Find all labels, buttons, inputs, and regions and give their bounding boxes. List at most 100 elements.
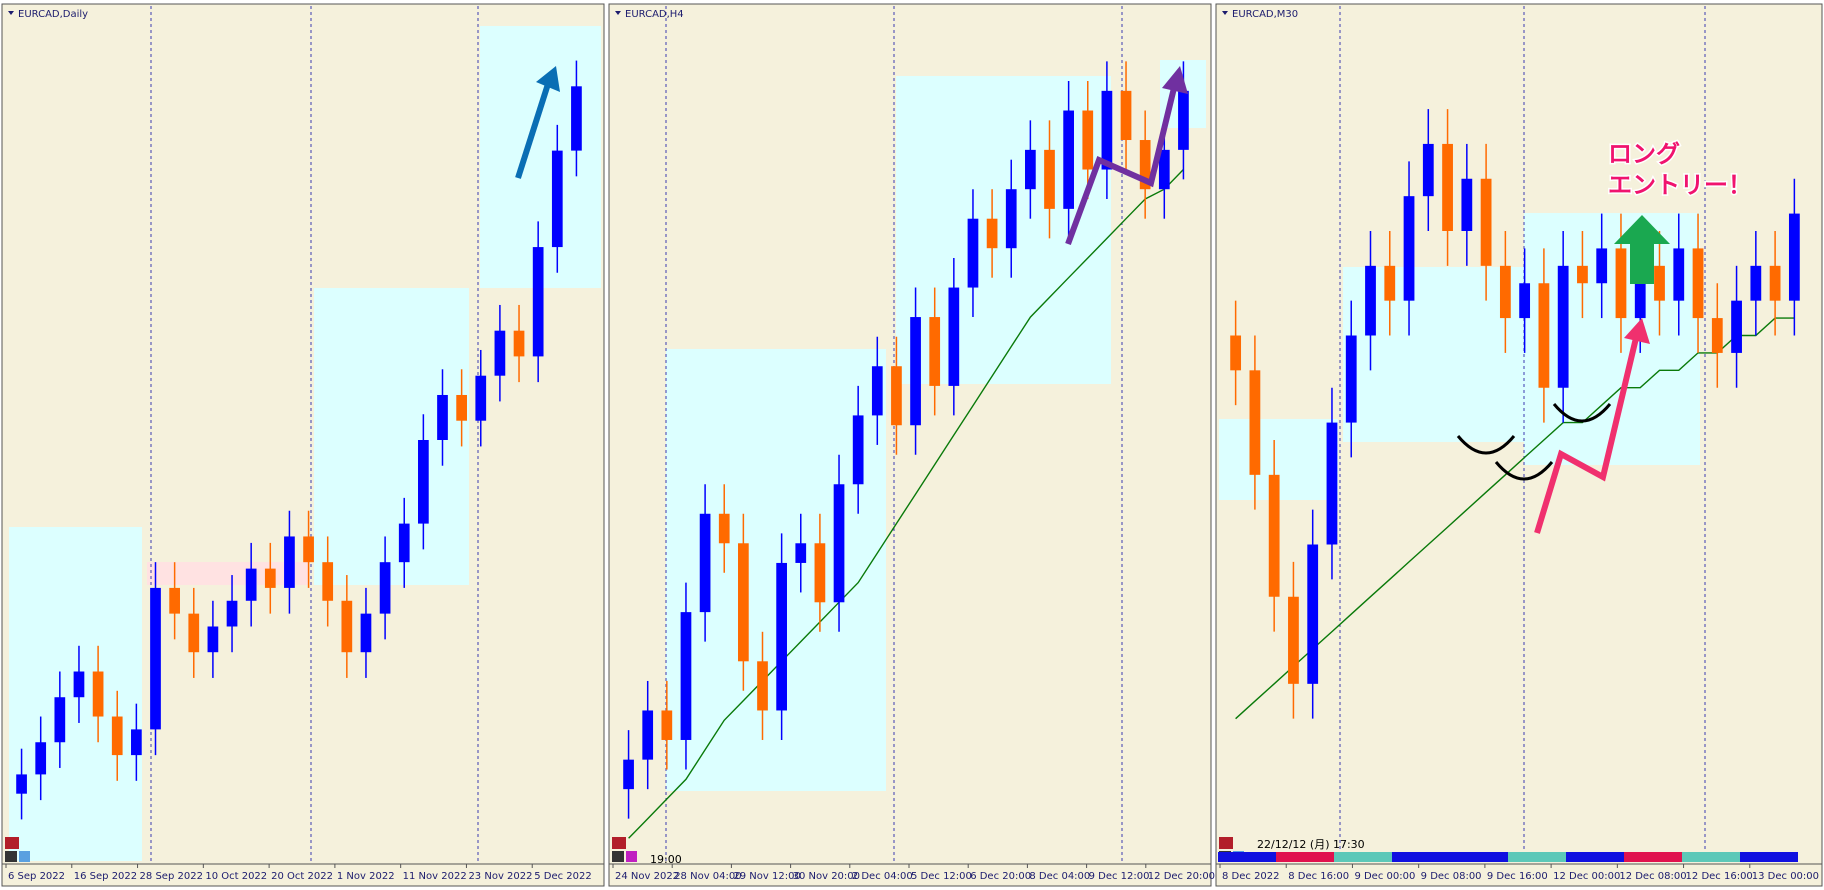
chart-title: EURCAD,M30: [1232, 9, 1298, 20]
candle-body: [1731, 300, 1742, 353]
candle-body: [776, 562, 787, 711]
candle-body: [1178, 90, 1189, 150]
candle-body: [1769, 265, 1781, 301]
candle-body: [1634, 265, 1646, 319]
x-tick-label: 8 Dec 16:00: [1288, 871, 1349, 882]
candle-body: [437, 394, 448, 440]
candle-body: [1120, 90, 1132, 141]
trend-arrow: [1065, 87, 1177, 246]
moving-average: [1235, 317, 1795, 720]
x-tick-label: 9 Dec 00:00: [1354, 871, 1415, 882]
candle-body: [73, 671, 85, 698]
chart-title: EURCAD,Daily: [18, 9, 88, 20]
x-tick-label: 10 Oct 2022: [205, 871, 267, 882]
x-tick-label: 12 Dec 00:00: [1553, 871, 1620, 882]
candle-body: [738, 543, 749, 662]
zone-box: [896, 76, 1111, 384]
candle-body: [398, 523, 410, 563]
zone-box: [147, 562, 308, 585]
candle-body: [910, 317, 921, 426]
candle-body: [929, 317, 941, 386]
callout-text: ロング: [1608, 140, 1680, 168]
candle-body: [1082, 110, 1094, 170]
candle-body: [1654, 265, 1665, 301]
candle-body: [92, 671, 104, 717]
candle-body: [1480, 178, 1492, 266]
chart-title: EURCAD,H4: [625, 9, 684, 20]
timestamp-label: 22/12/12 (月) 17:30: [1257, 838, 1365, 851]
x-tick-label: 9 Dec 16:00: [1487, 871, 1548, 882]
x-tick-label: 12 Dec 20:00: [1148, 871, 1215, 882]
candle-body: [571, 86, 582, 151]
chart-icon: [612, 851, 624, 862]
x-tick-label: 8 Dec 2022: [1222, 871, 1280, 882]
session-bar: [1334, 852, 1392, 862]
trend-arrow-head: [1162, 66, 1188, 94]
candle-body: [1403, 196, 1415, 301]
candle-body: [967, 218, 979, 288]
candle-body: [814, 543, 826, 603]
candle-body: [513, 330, 525, 357]
candle-body: [1499, 265, 1511, 319]
x-tick-label: 6 Sep 2022: [8, 871, 65, 882]
candle-body: [1692, 248, 1704, 319]
candle-body: [1615, 248, 1627, 319]
candle-body: [1461, 178, 1473, 231]
session-bar: [1740, 852, 1798, 862]
chart-panel: EURCAD,M30 8 Dec 2022 8 Dec 16:00 9 Dec 00:…: [1215, 3, 1823, 887]
x-tick-label: 5 Dec 12:00: [911, 871, 972, 882]
candle-body: [852, 415, 864, 485]
menu-triangle: [615, 11, 621, 15]
bottom-mark: [1552, 403, 1612, 423]
candle-body: [532, 247, 544, 357]
candle-body: [35, 742, 47, 775]
candle-body: [551, 150, 563, 248]
x-tick-label: 23 Nov 2022: [468, 871, 532, 882]
session-bar: [1392, 852, 1450, 862]
zone-box: [480, 26, 601, 288]
candle-body: [1101, 90, 1113, 170]
candle-body: [54, 697, 66, 743]
candle-body: [1577, 265, 1588, 284]
candle-body: [456, 394, 467, 421]
candle-body: [1005, 189, 1017, 249]
candle-body: [1288, 596, 1299, 684]
candle-body: [322, 562, 334, 601]
x-tick-label: 28 Nov 04:00: [674, 871, 741, 882]
candle-body: [1307, 544, 1319, 684]
menu-triangle: [1222, 11, 1228, 15]
trend-arrow: [1534, 337, 1639, 534]
moving-average: [628, 169, 1184, 839]
x-tick-label: 28 Sep 2022: [140, 871, 203, 882]
candle-body: [1249, 370, 1261, 475]
candle-body: [245, 568, 257, 601]
candle-body: [1557, 265, 1569, 388]
candle-body: [360, 613, 372, 653]
candle-body: [1268, 474, 1280, 597]
entry-arrow: [1614, 215, 1670, 284]
session-bar: [1276, 852, 1334, 862]
x-tick-label: 16 Sep 2022: [74, 871, 137, 882]
candle-body: [891, 366, 902, 426]
x-tick-label: 11 Nov 2022: [403, 871, 467, 882]
candle-body: [1711, 318, 1723, 353]
candle-body: [718, 513, 730, 544]
x-tick-label: 12 Dec 16:00: [1686, 871, 1753, 882]
x-tick-label: 6 Dec 20:00: [970, 871, 1031, 882]
candle-body: [131, 729, 142, 756]
close-button: [612, 837, 626, 849]
candle-body: [661, 710, 673, 740]
session-bar: [1218, 852, 1276, 862]
close-button: [5, 837, 19, 849]
candle-body: [188, 613, 200, 653]
chart-icon: [19, 851, 30, 862]
x-tick-label: 24 Nov 2022: [615, 871, 679, 882]
candle-body: [623, 759, 634, 790]
candle-body: [341, 600, 353, 653]
callout-text: エントリー！: [1608, 171, 1752, 199]
x-tick-label: 12 Dec 08:00: [1619, 871, 1686, 882]
candle-body: [948, 287, 960, 386]
session-bar: [1450, 852, 1508, 862]
candle-body: [111, 716, 123, 756]
